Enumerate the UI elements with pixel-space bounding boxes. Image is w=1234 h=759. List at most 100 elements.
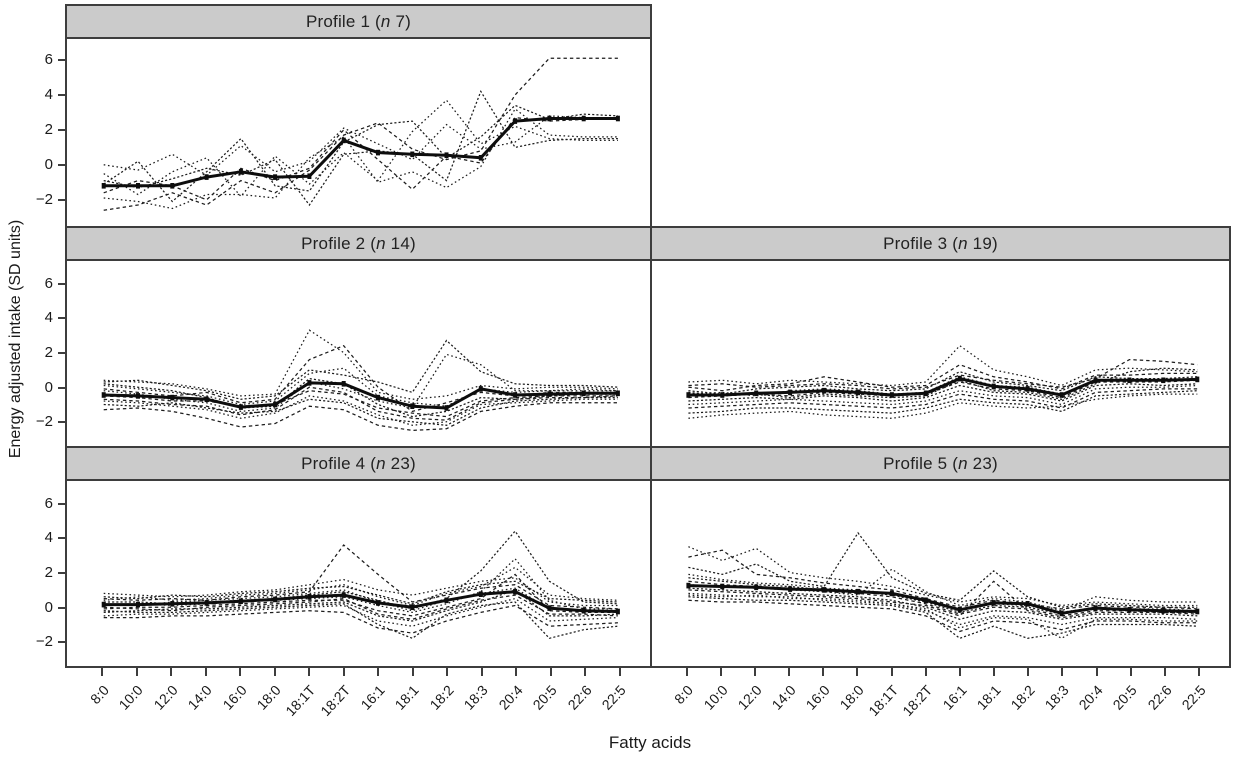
mean-point-marker (478, 591, 483, 597)
x-tick-label: 12:0 (150, 681, 181, 713)
y-tick-label: −2 (35, 633, 53, 651)
n-symbol: n (376, 453, 386, 473)
mean-point-marker (889, 392, 894, 398)
mean-point-marker (101, 601, 106, 608)
y-tick-mark (58, 606, 65, 609)
mean-point-marker (273, 174, 278, 180)
member-line (103, 89, 618, 207)
member-line (103, 367, 618, 407)
member-line (103, 99, 618, 198)
member-line (688, 587, 1198, 620)
panel-title: Profile 2 ( (301, 233, 377, 253)
mean-point-marker (238, 598, 243, 604)
mean-point-marker (615, 115, 620, 122)
y-tick-label: 4 (44, 529, 53, 547)
y-tick-mark (58, 59, 65, 61)
member-line (103, 329, 618, 400)
x-tick-mark (958, 668, 961, 676)
mean-point-marker (273, 596, 278, 603)
x-tick-label: 18:3 (1041, 681, 1072, 713)
y-tick-mark (58, 198, 65, 201)
member-line (688, 344, 1198, 387)
y-axis-row-1: 6 4 2 0 −2 (26, 39, 65, 226)
y-tick-mark (58, 386, 65, 389)
y-tick-mark (58, 537, 65, 540)
panel-title: Profile 3 ( (883, 233, 959, 253)
member-line (103, 577, 618, 607)
member-line (688, 580, 1198, 619)
plot-area-profile-2 (67, 261, 650, 446)
member-line (688, 549, 1198, 610)
mean-point-marker (581, 607, 586, 614)
mean-point-marker (238, 169, 243, 175)
x-tick-label: 20:5 (529, 681, 561, 713)
mean-point-marker (754, 584, 759, 591)
y-axis-row-2: 6 4 2 0 −2 (26, 263, 65, 448)
mean-point-marker (1025, 601, 1030, 607)
x-tick-mark (753, 668, 756, 676)
y-tick-mark (58, 282, 65, 285)
mean-point-marker (478, 155, 483, 161)
mean-point-marker (547, 605, 552, 611)
mean-point-marker (136, 393, 140, 399)
mean-point-marker (822, 587, 827, 593)
panel-header-profile-4: Profile 4 (n 23) (67, 448, 650, 481)
member-line (688, 531, 1198, 608)
mean-point-marker (889, 590, 894, 597)
member-line (688, 390, 1198, 414)
y-tick-mark (58, 128, 65, 131)
member-line (688, 388, 1198, 409)
x-tick-mark (618, 668, 621, 676)
x-tick-label: 14:0 (184, 681, 216, 713)
x-tick-label: 20:5 (1109, 681, 1141, 713)
plot-area-profile-3 (652, 261, 1229, 446)
panel-header-profile-3: Profile 3 (n 19) (652, 228, 1229, 261)
panel-title: Profile 1 ( (305, 11, 381, 31)
member-line (688, 358, 1198, 390)
mean-point-marker (136, 183, 140, 189)
x-tick-mark (1198, 668, 1200, 676)
x-tick-label: 22:6 (564, 681, 595, 713)
x-tick-label: 22:5 (1178, 681, 1209, 713)
member-line (103, 57, 618, 211)
x-tick-label: 8:0 (671, 681, 697, 708)
x-tick-mark (239, 668, 241, 676)
x-tick-mark (377, 668, 380, 676)
x-axis-right-column: 8:0 10:0 12:0 14:0 16:0 18:0 18:1T 18:2T 16:1 18:… (650, 668, 1231, 756)
x-tick-label: 18:0 (253, 681, 285, 713)
mean-point-marker (170, 601, 175, 607)
x-tick-mark (584, 668, 587, 676)
x-tick-mark (822, 668, 825, 676)
y-tick-mark (58, 351, 65, 354)
mean-point-marker (513, 118, 518, 124)
mean-point-marker (1093, 605, 1098, 611)
plot-svg-profile-3 (686, 344, 1200, 419)
x-tick-label: 10:0 (700, 681, 731, 713)
mean-point-marker (170, 183, 175, 189)
x-tick-mark (446, 668, 449, 676)
mean-line (103, 381, 618, 410)
mean-point-marker (444, 597, 449, 604)
mean-point-marker (444, 152, 449, 158)
mean-point-marker (376, 600, 380, 606)
y-axis-title: Energy adjusted intake (SD units) (7, 219, 24, 459)
mean-point-marker (101, 392, 106, 398)
mean-point-marker (957, 375, 962, 382)
mean-point-marker (923, 597, 928, 604)
mean-point-marker (923, 390, 928, 397)
mean-point-marker (686, 582, 691, 589)
member-line (688, 568, 1198, 612)
x-tick-mark (342, 668, 345, 676)
panel-header-profile-1: Profile 1 (n 7) (67, 6, 650, 39)
x-tick-mark (1163, 668, 1166, 676)
member-line (688, 596, 1198, 640)
y-tick-mark (58, 317, 65, 320)
y-tick-mark (58, 93, 65, 96)
mean-line (688, 584, 1198, 615)
panel-title-n: 7) (390, 11, 412, 31)
mean-point-marker (136, 601, 140, 608)
y-tick-label: 6 (44, 51, 53, 68)
member-line (688, 379, 1198, 399)
member-line (103, 116, 618, 201)
panel-title-n: 14) (385, 233, 416, 253)
